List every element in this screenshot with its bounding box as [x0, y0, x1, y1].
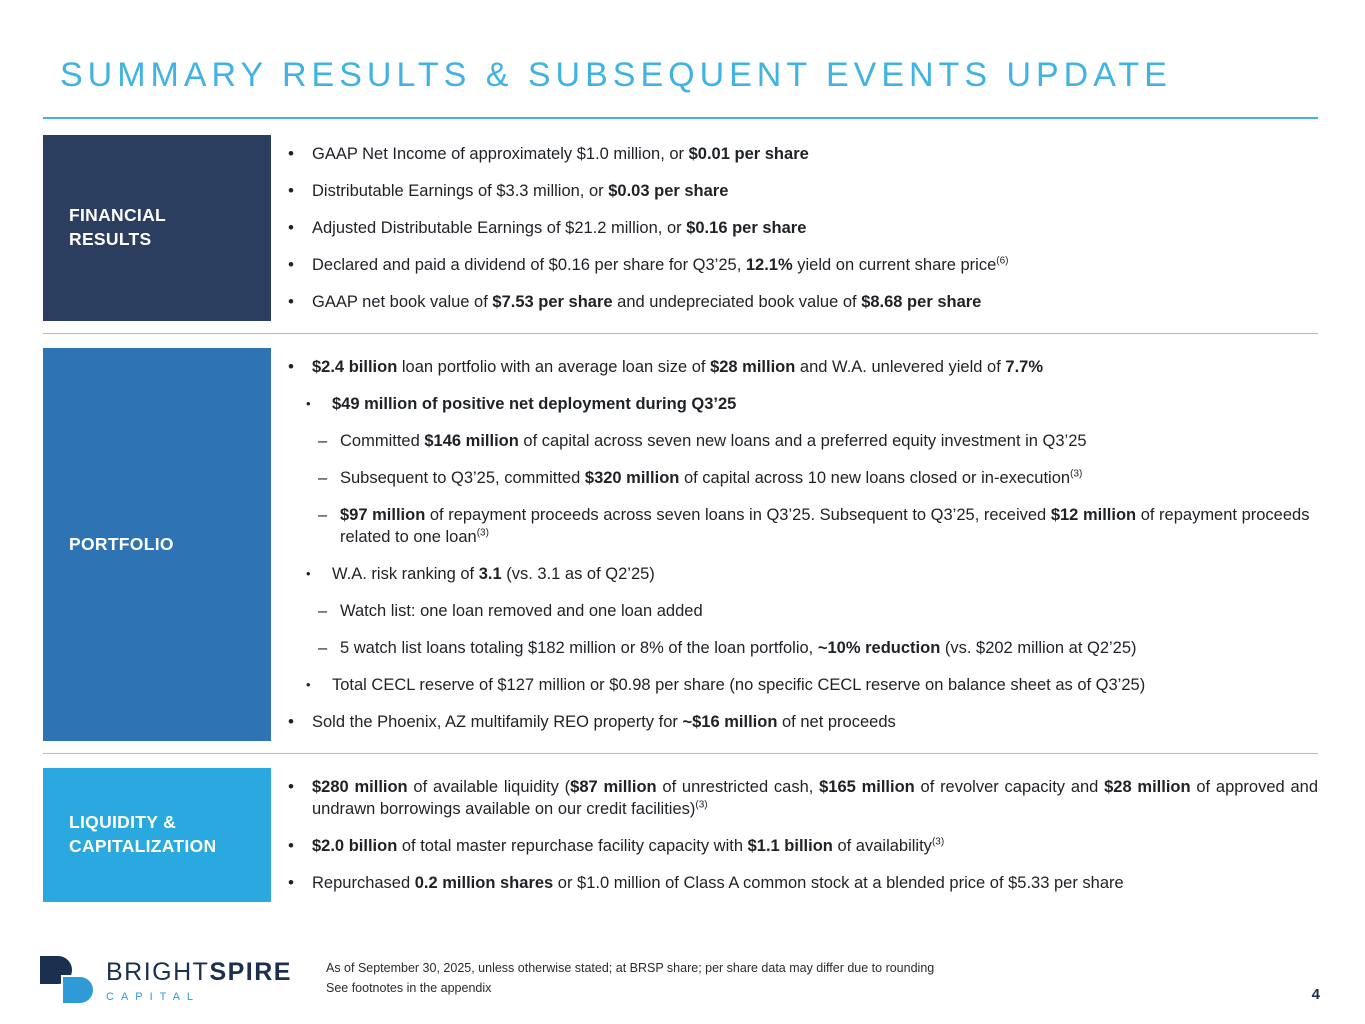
- footnote-reference: (3): [695, 799, 708, 811]
- bullet-marker-icon: •: [306, 677, 311, 692]
- bullet-text: Distributable Earnings of $3.3 million, …: [312, 182, 729, 200]
- bullet-marker-icon: •: [288, 181, 294, 200]
- footnotes: As of September 30, 2025, unless otherwi…: [326, 956, 1312, 998]
- bullet-marker-icon: •: [288, 777, 294, 796]
- bullet-text: 5 watch list loans totaling $182 million…: [340, 639, 1137, 657]
- section-label-line: RESULTS: [69, 229, 152, 249]
- footnote-reference: (3): [931, 836, 945, 848]
- bullet-item: • $49 million of positive net deployment …: [306, 393, 1318, 415]
- dash-marker-icon: –: [318, 506, 328, 524]
- bullet-item: • Declared and paid a dividend of $0.16 p…: [288, 254, 1318, 276]
- bullet-marker-icon: •: [288, 218, 294, 237]
- bullet-item: – Watch list: one loan removed and one lo…: [318, 600, 1318, 622]
- section-label-liquidity-capitalization: LIQUIDITY & CAPITALIZATION: [43, 768, 271, 902]
- bullet-item: –5 watch list loans totaling $182 millio…: [318, 637, 1318, 659]
- bullet-item: • GAAP net book value of $7.53 per share …: [288, 291, 1318, 313]
- bullet-item: • Adjusted Distributable Earnings of $21.…: [288, 217, 1318, 239]
- brand-subtitle: CAPITAL: [106, 990, 201, 1003]
- bullet-text: Total CECL reserve of $127 million or $0…: [332, 676, 1146, 694]
- bullet-item: • Distributable Earnings of $3.3 million,…: [288, 180, 1318, 202]
- section-label-line: PORTFOLIO: [69, 533, 174, 554]
- bullet-text: $2.4 billion loan portfolio with an aver…: [312, 358, 1043, 376]
- section-financial-results: FINANCIAL RESULTS • GAAP Net Income of appr…: [43, 135, 1318, 321]
- section-liquidity-capitalization: LIQUIDITY & CAPITALIZATION • $280 million o…: [43, 768, 1318, 902]
- bullet-text: GAAP Net Income of approximately $1.0 mi…: [312, 145, 809, 163]
- dash-marker-icon: –: [318, 639, 328, 657]
- bullet-item: • $280 million of available liquidity ($8…: [288, 776, 1318, 820]
- sections: FINANCIAL RESULTS • GAAP Net Income of appr…: [43, 135, 1318, 902]
- bullet-item: – Committed $146 million of capital acros…: [318, 430, 1318, 452]
- bullet-text: Subsequent to Q3’25, committed $320 mill…: [340, 468, 1083, 487]
- bullet-text: Committed $146 million of capital across…: [340, 432, 1087, 450]
- section-label-line: LIQUIDITY &: [69, 812, 177, 833]
- bullet-marker-icon: •: [288, 357, 294, 376]
- brand-name-bold: SPIRE: [209, 957, 292, 986]
- brand-name-regular: BRIGHT: [106, 957, 210, 986]
- bullet-item: • Sold the Phoenix, AZ multifamily REO pr…: [288, 711, 1318, 733]
- bullet-marker-icon: •: [288, 873, 294, 892]
- bullet-item: • Total CECL reserve of $127 million or $…: [306, 674, 1318, 696]
- brightspire-logo-icon: [40, 956, 94, 1004]
- bullet-item: • $2.4 billion loan portfolio with an ave…: [288, 356, 1318, 378]
- bullet-text: Adjusted Distributable Earnings of $21.2…: [312, 219, 807, 237]
- brand-text: BRIGHTSPIRE CAPITAL: [106, 958, 292, 1003]
- section-label-line: FINANCIAL: [69, 205, 166, 226]
- bullet-marker-icon: •: [288, 836, 294, 855]
- brand-name: BRIGHTSPIRE: [106, 958, 292, 987]
- footnote-line-1: As of September 30, 2025, unless otherwi…: [325, 961, 935, 975]
- bullet-marker-icon: •: [288, 292, 294, 311]
- bullet-text: $2.0 billion of total master repurchase …: [312, 836, 945, 855]
- bullet-text: GAAP net book value of $7.53 per share a…: [312, 293, 982, 311]
- footnote-reference: (6): [996, 255, 1009, 267]
- bullet-marker-icon: •: [306, 396, 311, 411]
- section-divider: [43, 753, 1318, 754]
- bullet-marker-icon: •: [288, 255, 294, 274]
- section-content-financial-results: • GAAP Net Income of approximately $1.0 m…: [271, 135, 1318, 321]
- section-label-line: CAPITALIZATION: [69, 836, 217, 856]
- bullet-text: Watch list: one loan removed and one loa…: [340, 602, 703, 620]
- bullet-text: W.A. risk ranking of 3.1 (vs. 3.1 as of …: [332, 565, 655, 583]
- bullet-text: $49 million of positive net deployment d…: [332, 395, 737, 413]
- section-label-portfolio: PORTFOLIO: [43, 348, 271, 741]
- bullet-item: • GAAP Net Income of approximately $1.0 m…: [288, 143, 1318, 165]
- section-content-liquidity-capitalization: • $280 million of available liquidity ($8…: [271, 768, 1318, 902]
- bullet-text: Declared and paid a dividend of $0.16 pe…: [312, 255, 1009, 274]
- bullet-marker-icon: •: [306, 566, 311, 581]
- page-title: SUMMARY RESULTS & SUBSEQUENT EVENTS UPDA…: [60, 56, 1172, 94]
- footer: BRIGHTSPIRE CAPITAL As of September 30, …: [40, 956, 1320, 1004]
- section-content-portfolio: • $2.4 billion loan portfolio with an ave…: [271, 348, 1318, 741]
- bullet-text: Repurchased 0.2 million shares or $1.0 m…: [312, 874, 1124, 892]
- brightspire-logo: BRIGHTSPIRE CAPITAL: [40, 956, 292, 1004]
- bullet-marker-icon: •: [288, 144, 294, 163]
- bullet-item: – $97 million of repayment proceeds acros…: [318, 504, 1318, 548]
- bullet-text: Sold the Phoenix, AZ multifamily REO pro…: [312, 713, 896, 731]
- section-divider: [43, 333, 1318, 334]
- title-rule: [43, 117, 1318, 119]
- bullet-item: • W.A. risk ranking of 3.1 (vs. 3.1 as of…: [306, 563, 1318, 585]
- dash-marker-icon: –: [318, 432, 328, 450]
- footnote-reference: (3): [1070, 468, 1083, 480]
- footnote-reference: (3): [476, 527, 489, 539]
- bullet-item: • $2.0 billion of total master repurchase…: [288, 835, 1318, 857]
- bullet-item: • Repurchased 0.2 million shares or $1.0 …: [288, 872, 1318, 894]
- dash-marker-icon: –: [318, 469, 328, 487]
- dash-marker-icon: –: [318, 602, 328, 620]
- section-portfolio: PORTFOLIO • $2.4 billion loan portfolio wi…: [43, 348, 1318, 741]
- bullet-item: – Subsequent to Q3’25, committed $320 mil…: [318, 467, 1318, 489]
- bullet-marker-icon: •: [288, 712, 294, 731]
- bullet-text: $97 million of repayment proceeds across…: [340, 506, 1310, 546]
- bullet-text: $280 million of available liquidity ($87…: [312, 778, 1318, 818]
- page-number: 4: [1311, 986, 1320, 1003]
- section-label-financial-results: FINANCIAL RESULTS: [43, 135, 271, 321]
- footnote-line-2: See footnotes in the appendix: [325, 981, 492, 995]
